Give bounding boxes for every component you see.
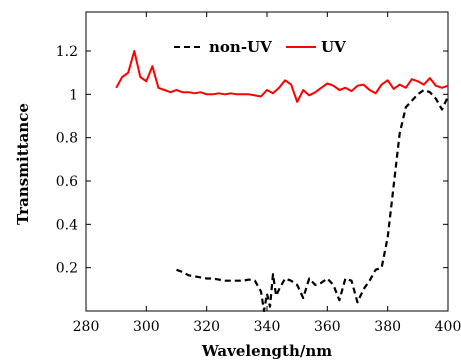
x-tick-label: 360 xyxy=(314,319,341,335)
x-tick-label: 280 xyxy=(73,319,100,335)
y-tick-label: 0.6 xyxy=(56,174,78,190)
y-tick-label: 0.2 xyxy=(56,261,78,277)
series-line-non-uv xyxy=(176,88,449,313)
x-tick-label: 300 xyxy=(133,319,160,335)
x-tick-label: 400 xyxy=(435,319,461,335)
legend-label-uv: UV xyxy=(321,38,346,56)
plot-frame xyxy=(85,11,449,312)
y-axis-label: Transmittance xyxy=(14,103,32,225)
x-tick-label: 340 xyxy=(254,319,281,335)
legend: non-UV UV xyxy=(174,38,346,56)
x-tick-label: 380 xyxy=(374,319,401,335)
axis-ticks: 280 300 320 340 360 380 400 0.2 0.4 0.6 0.8 1 1.2 xyxy=(56,12,461,335)
y-tick-label: 0.4 xyxy=(56,217,78,233)
legend-label-non-uv: non-UV xyxy=(209,38,272,56)
y-tick-label: 1 xyxy=(69,87,78,103)
x-tick-label: 320 xyxy=(193,319,220,335)
series-line-uv xyxy=(115,50,449,103)
x-axis-label: Wavelength/nm xyxy=(201,342,332,360)
y-tick-label: 0.8 xyxy=(56,131,78,147)
y-tick-label: 1.2 xyxy=(56,44,78,60)
series-layer xyxy=(115,50,449,313)
